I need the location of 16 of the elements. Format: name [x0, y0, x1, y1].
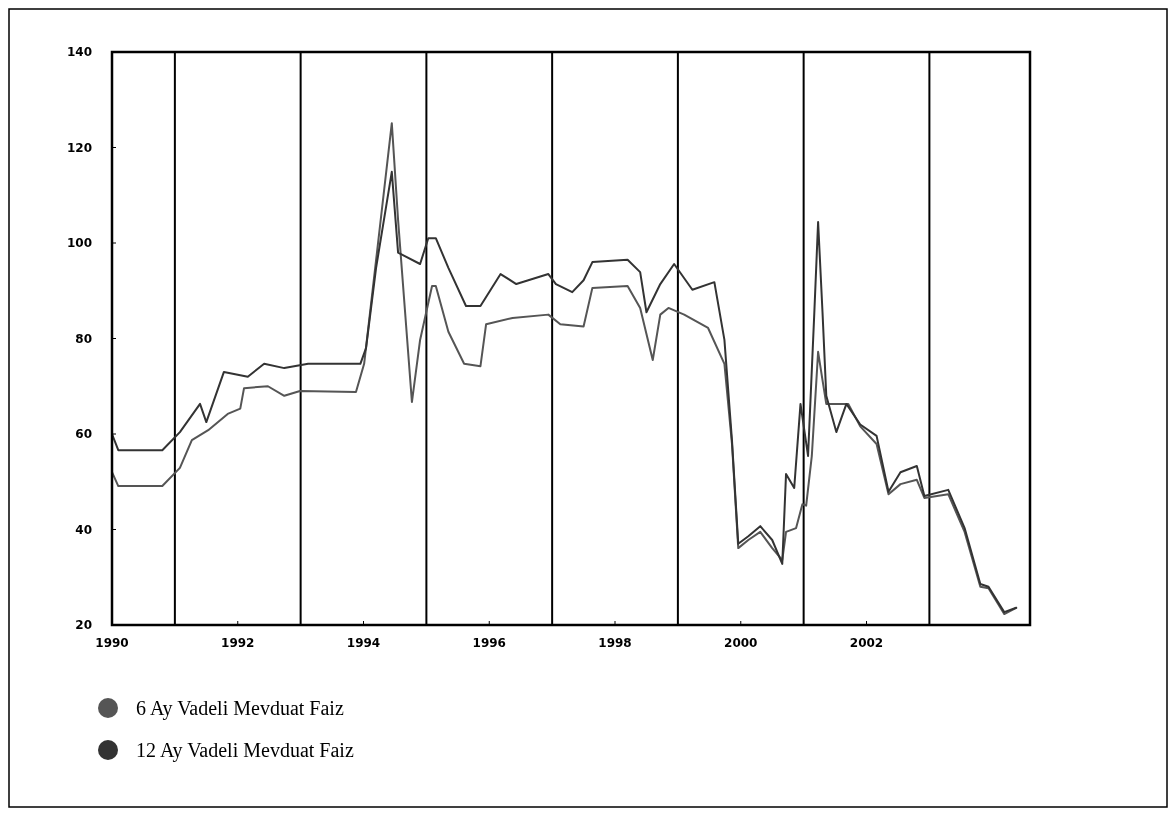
x-tick-label: 1992: [221, 636, 255, 650]
y-tick-label: 140: [66, 45, 92, 59]
x-tick-label: 1996: [472, 636, 506, 650]
y-tick-label: 40: [75, 522, 92, 537]
y-tick-label: 120: [66, 140, 92, 155]
x-tick-label: 1994: [346, 636, 381, 650]
x-tick-label: 2002: [849, 636, 884, 650]
y-tick-label: 20: [75, 618, 92, 632]
x-tick-label: 1998: [598, 636, 632, 650]
y-tick-label: 60: [75, 427, 92, 441]
y-tick-label: 100: [66, 236, 92, 250]
legend-label: 6 Ay Vadeli Mevduat Faiz: [136, 697, 344, 720]
x-tick-label: 2000: [724, 636, 758, 650]
x-tick-label: 1990: [95, 636, 129, 650]
y-tick-label: 80: [75, 331, 92, 346]
legend-label: 12 Ay Vadeli Mevduat Faiz: [136, 739, 354, 762]
